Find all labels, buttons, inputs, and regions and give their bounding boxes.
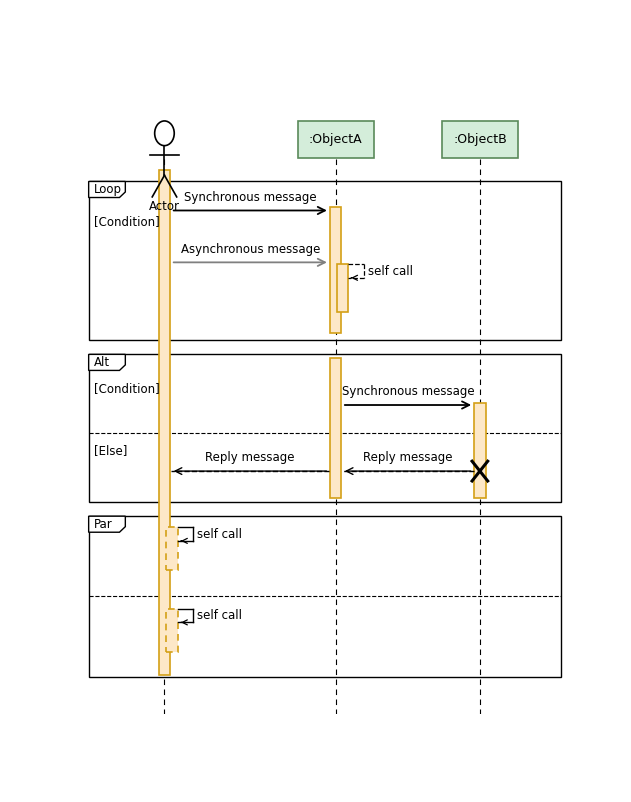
Polygon shape: [88, 181, 126, 197]
Text: Alt: Alt: [93, 356, 110, 369]
Text: Par: Par: [93, 518, 112, 531]
Text: self call: self call: [197, 528, 242, 541]
Text: Reply message: Reply message: [205, 452, 295, 464]
Bar: [88, 516, 560, 677]
Text: Loop: Loop: [93, 183, 122, 196]
Bar: [330, 358, 341, 497]
Text: self call: self call: [368, 265, 413, 277]
Polygon shape: [88, 354, 126, 371]
Text: Actor: Actor: [149, 200, 180, 213]
Text: :ObjectB: :ObjectB: [453, 133, 507, 146]
Text: Asynchronous message: Asynchronous message: [180, 242, 320, 256]
Bar: [158, 170, 170, 675]
Bar: [167, 609, 178, 652]
Text: self call: self call: [197, 609, 242, 622]
Bar: [330, 208, 341, 333]
Bar: [298, 121, 374, 158]
Bar: [167, 527, 178, 570]
Bar: [336, 264, 348, 313]
Bar: [88, 354, 560, 502]
Bar: [88, 181, 560, 340]
Text: Synchronous message: Synchronous message: [184, 191, 317, 204]
Text: :ObjectA: :ObjectA: [309, 133, 362, 146]
Text: Reply message: Reply message: [363, 452, 452, 464]
Polygon shape: [88, 516, 126, 533]
Text: [Condition]: [Condition]: [93, 382, 159, 395]
Text: [Else]: [Else]: [93, 444, 127, 456]
Text: [Condition]: [Condition]: [93, 215, 159, 228]
Bar: [442, 121, 518, 158]
Bar: [474, 403, 486, 497]
Text: Synchronous message: Synchronous message: [341, 385, 475, 399]
